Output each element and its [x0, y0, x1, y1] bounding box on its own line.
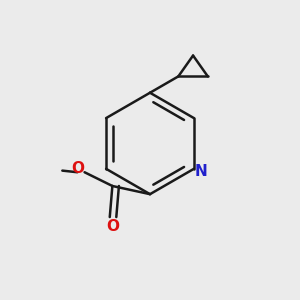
Text: O: O: [71, 161, 84, 176]
Text: O: O: [106, 219, 119, 234]
Text: N: N: [195, 164, 208, 179]
